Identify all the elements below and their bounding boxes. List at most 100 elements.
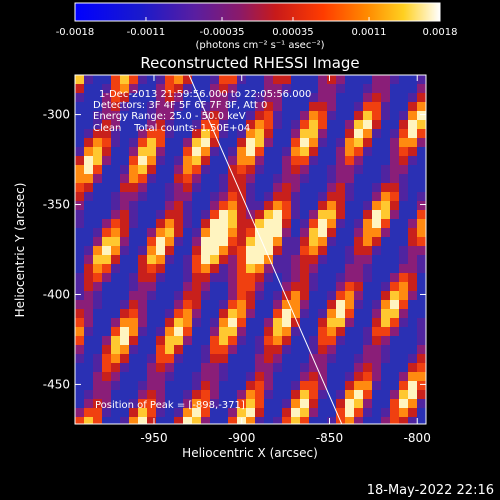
heatmap-cell	[165, 336, 175, 346]
heatmap-cell	[93, 309, 103, 319]
heatmap-cell	[210, 120, 220, 130]
heatmap-cell	[417, 417, 426, 424]
heatmap-cell	[192, 408, 202, 418]
heatmap-cell	[309, 237, 319, 247]
heatmap-cell	[273, 210, 283, 220]
heatmap-cell	[201, 300, 211, 310]
heatmap-cell	[354, 354, 364, 364]
heatmap-cell	[201, 327, 211, 337]
heatmap-cell	[93, 201, 103, 211]
heatmap-cell	[237, 129, 247, 139]
plot-area: -950 -900 -850 -800-300-350-400-450	[43, 74, 431, 445]
heatmap-cell	[354, 138, 364, 148]
heatmap-cell	[264, 399, 274, 409]
heatmap-cell	[336, 282, 346, 292]
heatmap-cell	[120, 156, 130, 166]
heatmap-cell	[174, 291, 184, 301]
heatmap-cell	[345, 417, 355, 424]
heatmap-cell	[336, 255, 346, 265]
heatmap-cell	[273, 372, 283, 382]
heatmap-cell	[309, 381, 319, 391]
heatmap-cell	[390, 174, 400, 184]
heatmap-cell	[246, 273, 256, 283]
heatmap-cell	[399, 111, 409, 121]
heatmap-cell	[201, 111, 211, 121]
heatmap-cell	[111, 309, 121, 319]
heatmap-cell	[93, 345, 103, 355]
heatmap-cell	[147, 327, 157, 337]
heatmap-cell	[228, 246, 238, 256]
heatmap-cell	[318, 417, 328, 424]
heatmap-cell	[192, 309, 202, 319]
colorbar-unit-label: (photons cm⁻² s⁻¹ asec⁻²)	[195, 40, 324, 51]
heatmap-cell	[336, 210, 346, 220]
heatmap-cell	[417, 111, 426, 121]
heatmap-cell	[174, 318, 184, 328]
heatmap-cell	[246, 399, 256, 409]
heatmap-cell	[309, 129, 319, 139]
heatmap-cell	[129, 147, 139, 157]
heatmap-cell	[363, 183, 373, 193]
heatmap-cell	[417, 120, 426, 130]
heatmap-cell	[246, 219, 256, 229]
heatmap-cell	[228, 210, 238, 220]
heatmap-cell	[354, 291, 364, 301]
colorbar-tick-label: 0.00035	[272, 27, 313, 38]
heatmap-cell	[165, 417, 175, 424]
heatmap-cell	[129, 255, 139, 265]
heatmap-cell	[318, 120, 328, 130]
heatmap-cell	[201, 282, 211, 292]
heatmap-cell	[201, 165, 211, 175]
heatmap-cell	[372, 120, 382, 130]
heatmap-cell	[273, 111, 283, 121]
heatmap-cell	[399, 327, 409, 337]
heatmap-cell	[408, 75, 418, 85]
heatmap-cell	[246, 255, 256, 265]
heatmap-cell	[120, 390, 130, 400]
heatmap-cell	[282, 318, 292, 328]
heatmap-cell	[165, 201, 175, 211]
heatmap-cell	[273, 246, 283, 256]
heatmap-cell	[417, 174, 426, 184]
heatmap-cell	[102, 228, 112, 238]
heatmap-cell	[273, 93, 283, 103]
heatmap-cell	[120, 138, 130, 148]
heatmap-cell	[291, 372, 301, 382]
heatmap-cell	[165, 327, 175, 337]
heatmap-cell	[300, 345, 310, 355]
heatmap-cell	[336, 228, 346, 238]
heatmap-cell	[354, 228, 364, 238]
heatmap-cell	[264, 390, 274, 400]
heatmap-cell	[363, 75, 373, 85]
heatmap-cell	[399, 399, 409, 409]
heatmap-cell	[408, 228, 418, 238]
heatmap-cell	[129, 84, 139, 94]
heatmap-cell	[354, 300, 364, 310]
heatmap-cell	[291, 264, 301, 274]
heatmap-cell	[129, 300, 139, 310]
heatmap-cell	[417, 390, 426, 400]
heatmap-cell	[165, 228, 175, 238]
heatmap-cell	[327, 138, 337, 148]
heatmap-cell	[147, 210, 157, 220]
heatmap-cell	[255, 282, 265, 292]
heatmap-cell	[93, 228, 103, 238]
heatmap-cell	[210, 174, 220, 184]
heatmap-cell	[273, 102, 283, 112]
heatmap-cell	[417, 165, 426, 175]
heatmap-cell	[417, 183, 426, 193]
heatmap-cell	[219, 246, 229, 256]
heatmap-cell	[246, 165, 256, 175]
heatmap-cell	[354, 372, 364, 382]
heatmap-cell	[372, 408, 382, 418]
heatmap-cell	[291, 273, 301, 283]
heatmap-cell	[264, 102, 274, 112]
heatmap-cell	[174, 309, 184, 319]
heatmap-cell	[282, 345, 292, 355]
heatmap-cell	[381, 336, 391, 346]
heatmap-cell	[282, 399, 292, 409]
heatmap-cell	[93, 282, 103, 292]
heatmap-cell	[183, 282, 193, 292]
heatmap-cell	[102, 336, 112, 346]
heatmap-cell	[327, 93, 337, 103]
